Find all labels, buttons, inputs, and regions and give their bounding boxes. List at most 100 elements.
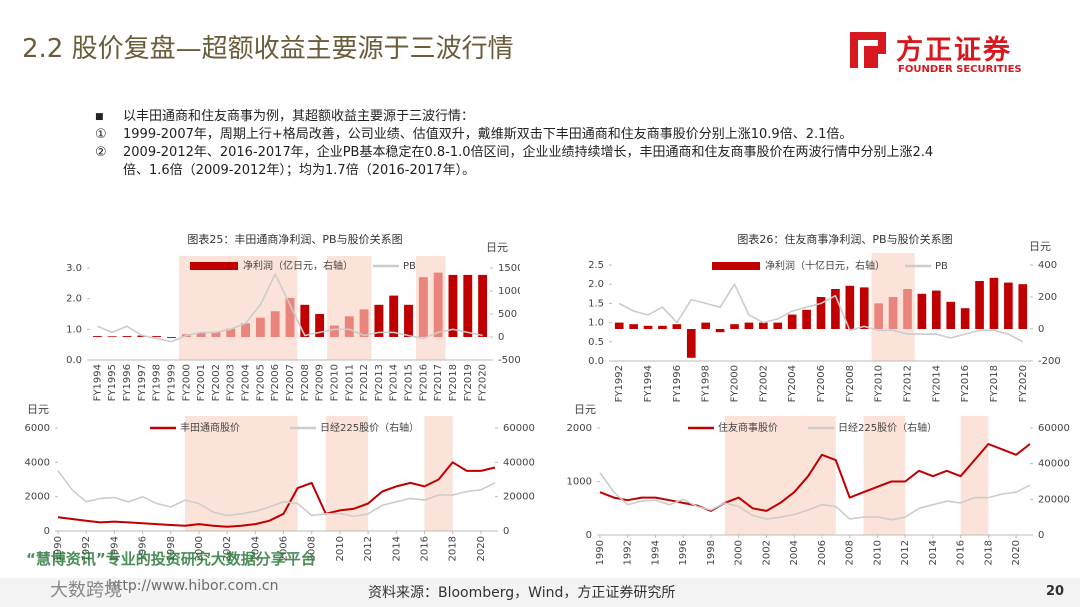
bar [300,304,310,337]
x-tick-label: FY2018 [448,364,459,401]
bar [845,285,855,329]
x-tick-label: FY1995 [107,364,118,401]
x-tick-label: FY2000 [730,365,741,402]
watermark-url: http://www.hibor.com.cn [108,578,279,594]
y2-tick-label: 20000 [503,492,535,503]
y-tick-label: 2.0 [588,279,604,290]
highlight-band [960,416,989,535]
x-tick-label: 2006 [279,536,290,561]
x-tick-label: 1992 [623,540,634,565]
y-axis-label: 日元 [574,403,596,416]
bar [629,324,638,329]
bar [137,335,147,337]
x-tick-label: FY2014 [389,364,400,401]
x-tick-label: FY2005 [255,364,266,401]
bar [1004,282,1013,329]
y-tick-label: 1000 [567,477,592,488]
y-tick-label: 0.0 [588,356,604,367]
x-tick-label: 2016 [420,536,431,561]
bar [989,277,999,329]
x-tick-label: FY2002 [758,365,769,402]
x-tick-label: 1996 [138,536,149,561]
y-tick-label: 0 [44,526,50,537]
bar [122,336,132,337]
y-tick-label: 2000 [567,423,592,434]
x-tick-label: 2010 [335,536,346,561]
bar [643,325,653,329]
bar [715,329,725,333]
x-tick-label: FY2008 [300,364,311,401]
x-tick-label: 1998 [706,540,717,565]
x-tick-label: FY2008 [845,365,856,402]
bar [874,303,883,329]
bar [92,336,102,337]
x-tick-label: FY2016 [418,364,429,401]
bar [903,289,912,329]
bar [975,281,984,329]
y2-tick-label: 0 [1038,324,1044,335]
bullet-intro: 以丰田通商和住友商事为例，其超额收益主要源于三波行情： [123,109,475,124]
x-tick-label: FY1997 [137,364,148,401]
bar [773,322,783,329]
x-tick-label: FY2012 [902,365,913,402]
x-tick-label: 2002 [222,536,233,561]
x-tick-label: FY2017 [433,364,444,401]
bar [478,274,488,337]
y-tick-label: 1.5 [588,298,604,309]
x-tick-label: FY1999 [166,364,177,401]
highlight-band [424,416,453,531]
bar [917,293,927,329]
x-tick-label: 1998 [166,536,177,561]
bar [389,295,399,337]
bar [270,311,280,337]
y2-tick-label: -200 [1038,356,1061,367]
bar [831,289,840,329]
bar [374,304,384,337]
x-tick-label: FY2018 [989,365,1000,402]
bar [802,309,811,329]
x-tick-label: 2000 [734,540,745,565]
bar [946,301,956,329]
y2-tick-label: 40000 [503,457,535,468]
y2-tick-label: -500 [498,355,520,366]
bar [759,322,768,329]
x-tick-label: 2008 [307,536,318,561]
bar [344,316,354,337]
y-axis-label: 日元 [27,403,49,416]
y2-axis-label: 日元 [486,241,508,254]
bar [359,309,369,337]
x-tick-label: 1996 [678,540,689,565]
legend-label: PB [403,261,416,272]
x-tick-label: FY2006 [270,364,281,401]
x-tick-label: 2000 [194,536,205,561]
y2-axis-label: 日元 [1029,240,1051,253]
y2-tick-label: 1000 [498,286,520,297]
series-line [599,472,1031,521]
watermark-slogan: “慧博资讯”专业的投资研究大数据分享平台 [26,550,316,568]
y2-tick-label: 0 [498,332,504,343]
y-tick-label: 2000 [25,492,50,503]
x-tick-label: FY2010 [874,365,885,402]
x-tick-label: 2020 [1011,540,1022,565]
bar [241,323,250,337]
x-tick-label: FY2001 [196,364,207,401]
bar [404,304,413,337]
bullets: ■ 以丰田通商和住友商事为例，其超额收益主要源于三波行情： ① 1999-2007年… [95,108,975,180]
x-tick-label: FY2004 [787,365,798,402]
y2-tick-label: 400 [1038,260,1057,271]
y-tick-label: 6000 [25,423,50,434]
highlight-band [863,416,906,535]
bar [152,336,162,337]
y2-tick-label: 60000 [1038,423,1070,434]
bar [787,314,797,329]
x-tick-label: FY2019 [463,364,474,401]
legend-label: 净利润（亿日元，右轴） [243,259,353,272]
bar [226,328,236,337]
x-tick-label: FY2020 [1018,365,1029,402]
legend-label: 净利润（十亿日元，右轴） [765,259,885,272]
x-tick-label: 2014 [928,540,939,565]
x-tick-label: FY2003 [226,364,237,401]
